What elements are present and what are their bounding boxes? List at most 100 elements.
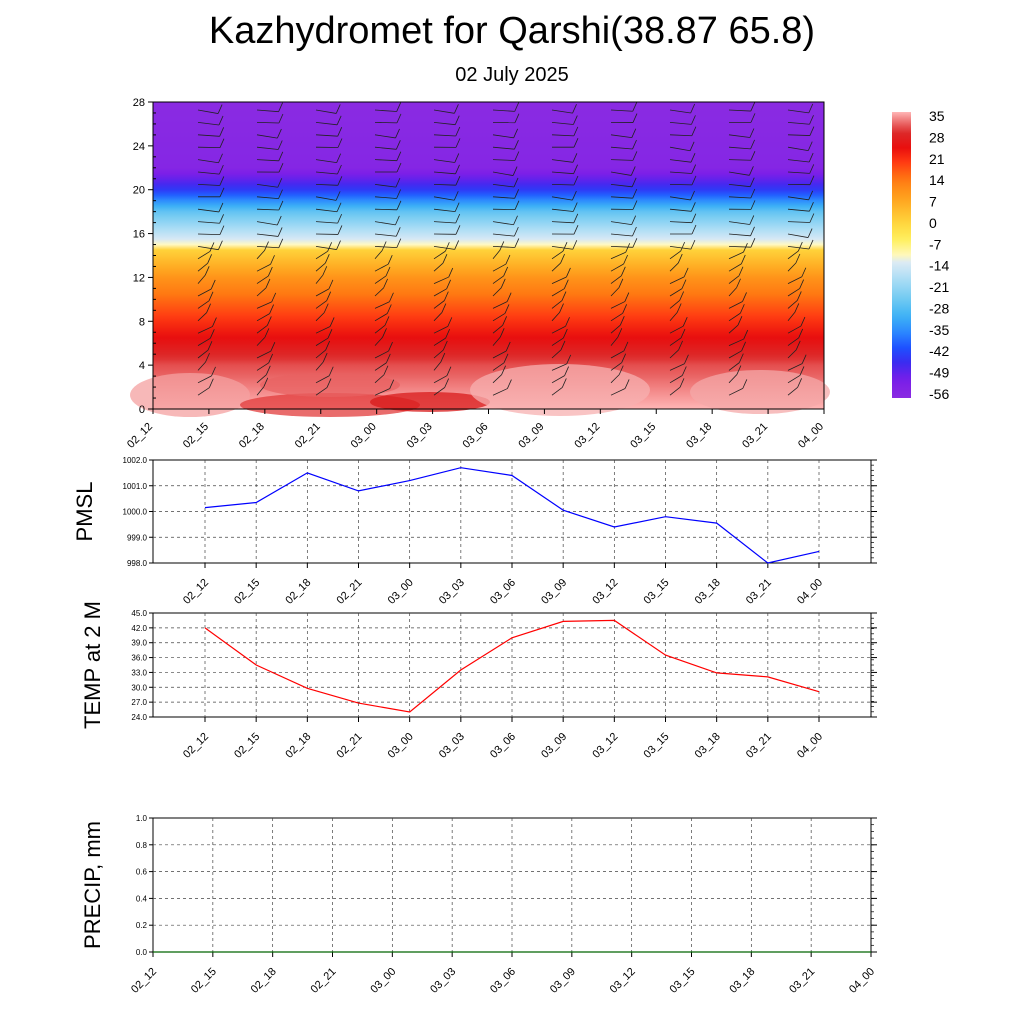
precip-x-tick-label: 03_06 — [488, 966, 518, 996]
wind-barb-feather — [562, 242, 568, 252]
wind-barb-feather — [396, 102, 402, 112]
wind-barb — [669, 171, 692, 174]
wind-barb-feather — [513, 226, 519, 237]
pmsl-x-tick-label: 03_15 — [642, 577, 672, 607]
wind-barb-feather — [741, 341, 746, 351]
wind-barb — [197, 159, 219, 164]
wind-barb — [492, 246, 515, 248]
wind-barb — [787, 276, 803, 284]
surface-temperature-patch — [130, 373, 250, 417]
colorbar: 35 28 21 14 7 0 -7 -14 -21 -28 -35 -42 -49 -56 — [892, 108, 949, 402]
wind-barb — [433, 262, 444, 272]
wind-barb — [610, 275, 622, 284]
wind-barb-feather — [396, 200, 402, 210]
wind-barb — [433, 349, 444, 359]
precip-x-tick-label: 02_18 — [249, 966, 279, 996]
wind-barb-feather — [382, 328, 387, 338]
wind-barb-feather — [809, 164, 815, 174]
wind-barb-feather — [277, 227, 283, 237]
wind-barb-feather — [270, 341, 276, 352]
wind-barb-feather — [337, 176, 343, 186]
wind-barb — [374, 350, 389, 359]
wind-barb — [669, 159, 692, 163]
precip-x-tick-label: 03_15 — [668, 966, 698, 996]
colorbar-label: -28 — [929, 300, 949, 316]
wind-barb — [433, 337, 446, 346]
colorbar-label: 21 — [929, 151, 945, 167]
heatmap-x-tick-label: 02_21 — [293, 421, 323, 451]
wind-barb — [492, 374, 502, 384]
wind-barb-feather — [441, 303, 447, 313]
wind-barb-feather — [387, 255, 393, 265]
wind-barb-feather — [620, 266, 626, 276]
precip-y-tick-label: 0.4 — [136, 894, 148, 903]
wind-barb — [492, 146, 515, 150]
wind-barb — [669, 134, 692, 137]
wind-barb-feather — [624, 379, 630, 389]
wind-barb-feather — [794, 303, 800, 313]
wind-barb-feather — [442, 253, 448, 264]
wind-barb-feather — [506, 292, 512, 302]
precip-y-tick-label: 0.0 — [136, 948, 148, 957]
wind-barb — [374, 208, 397, 211]
wind-barb-feather — [219, 214, 224, 224]
wind-barb — [551, 196, 573, 201]
colorbar-label: -14 — [929, 258, 949, 274]
temp2m-x-tick-label: 03_21 — [744, 731, 774, 761]
pmsl-x-tick-label: 03_12 — [590, 577, 620, 607]
pmsl-x-tick-label: 02_18 — [283, 577, 313, 607]
wind-barb-feather — [690, 202, 696, 212]
wind-barb-feather — [514, 238, 520, 248]
wind-barb-feather — [619, 316, 625, 326]
wind-barb — [728, 159, 751, 161]
wind-barb-feather — [750, 101, 756, 112]
wind-barb — [787, 122, 810, 125]
wind-barb — [374, 246, 397, 249]
wind-barb — [433, 361, 442, 371]
temp2m-y-tick-label: 42.0 — [131, 624, 147, 633]
wind-barb — [787, 325, 802, 334]
wind-barb — [315, 159, 337, 164]
wind-barb-feather — [383, 365, 389, 375]
wind-barb — [197, 375, 212, 384]
wind-barb — [728, 263, 742, 272]
wind-barb — [374, 263, 389, 272]
wind-barb-feather — [736, 278, 741, 288]
wind-barb — [669, 312, 678, 322]
wind-barb-feather — [513, 128, 519, 138]
wind-barb-feather — [396, 113, 402, 124]
wind-barb-feather — [218, 240, 223, 250]
wind-barb-feather — [809, 213, 815, 223]
wind-barb-feather — [691, 175, 697, 186]
heatmap-x-tick-label: 03_09 — [516, 421, 546, 451]
wind-barb — [610, 350, 625, 359]
wind-barb-feather — [447, 317, 453, 327]
precip-y-tick-label: 1.0 — [136, 814, 148, 823]
wind-barb-feather — [396, 162, 402, 173]
wind-barb-feather — [622, 304, 628, 314]
pmsl-x-tick-label: 03_09 — [539, 577, 569, 607]
colorbar-label: 0 — [929, 215, 937, 231]
wind-barb-feather — [631, 215, 637, 225]
heatmap-panel: 0 4 8 12 16 20 24 28 02_12 02_15 02_18 02_21 03_00 03… — [125, 97, 830, 451]
wind-barb-feather — [566, 354, 572, 365]
wind-barb-feather — [560, 253, 565, 264]
wind-barb — [787, 109, 809, 114]
wind-barb — [256, 275, 269, 284]
wind-barb — [256, 196, 279, 200]
temp2m-y-tick-label: 27.0 — [131, 698, 147, 707]
wind-barb-feather — [749, 128, 755, 138]
wind-barb-feather — [678, 340, 683, 351]
wind-barb-feather — [455, 164, 460, 174]
wind-barb — [256, 184, 278, 188]
pmsl-y-tick-label: 1002.0 — [123, 456, 148, 465]
wind-barb-feather — [631, 128, 637, 138]
temp2m-x-tick-label: 03_12 — [590, 731, 620, 761]
wind-barb-feather — [219, 187, 225, 197]
pmsl-x-tick-label: 02_12 — [181, 577, 211, 607]
wind-barb — [669, 221, 692, 224]
wind-barb-feather — [385, 353, 391, 364]
wind-barb — [492, 171, 514, 176]
wind-barb — [433, 196, 455, 201]
wind-barb — [551, 134, 574, 137]
